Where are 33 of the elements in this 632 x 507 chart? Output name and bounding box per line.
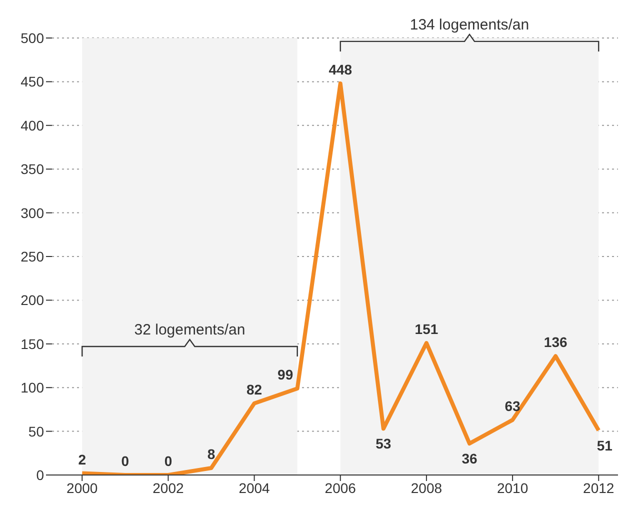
data-label: 36	[462, 450, 478, 467]
y-tick-label: 100	[20, 380, 44, 396]
x-tick-label: 2010	[496, 480, 528, 496]
x-tick-label: 2004	[238, 480, 270, 496]
data-label: 99	[278, 366, 294, 382]
data-label: 151	[414, 321, 438, 338]
data-label: 53	[376, 436, 392, 452]
y-tick-label: 250	[20, 248, 44, 264]
y-tick-label: 200	[20, 292, 44, 308]
x-tick-label: 2006	[324, 480, 356, 496]
data-label: 51	[596, 437, 613, 454]
y-tick-label: 350	[20, 161, 44, 178]
x-tick-label: 2000	[66, 480, 98, 496]
y-tick-label: 300	[20, 204, 44, 221]
band-label: 134 logements/an	[410, 16, 530, 34]
y-tick-label: 400	[20, 117, 44, 134]
y-tick-label: 0	[36, 466, 44, 483]
y-tick-label: 450	[20, 74, 44, 90]
data-label: 136	[544, 334, 568, 350]
y-tick-label: 50	[28, 423, 44, 440]
data-label: 63	[504, 398, 521, 414]
x-tick-label: 2008	[410, 480, 442, 496]
data-label: 2	[78, 451, 86, 468]
data-label: 0	[164, 453, 172, 469]
y-tick-label: 150	[20, 336, 44, 352]
band-label: 32 logements/an	[134, 321, 246, 338]
y-tick-label: 500	[20, 30, 44, 46]
data-label: 448	[328, 61, 352, 78]
data-label: 0	[121, 453, 130, 469]
x-tick-label: 2002	[152, 480, 184, 496]
x-tick-label: 2012	[583, 480, 614, 496]
data-label: 82	[246, 381, 262, 398]
data-label: 8	[207, 446, 216, 462]
